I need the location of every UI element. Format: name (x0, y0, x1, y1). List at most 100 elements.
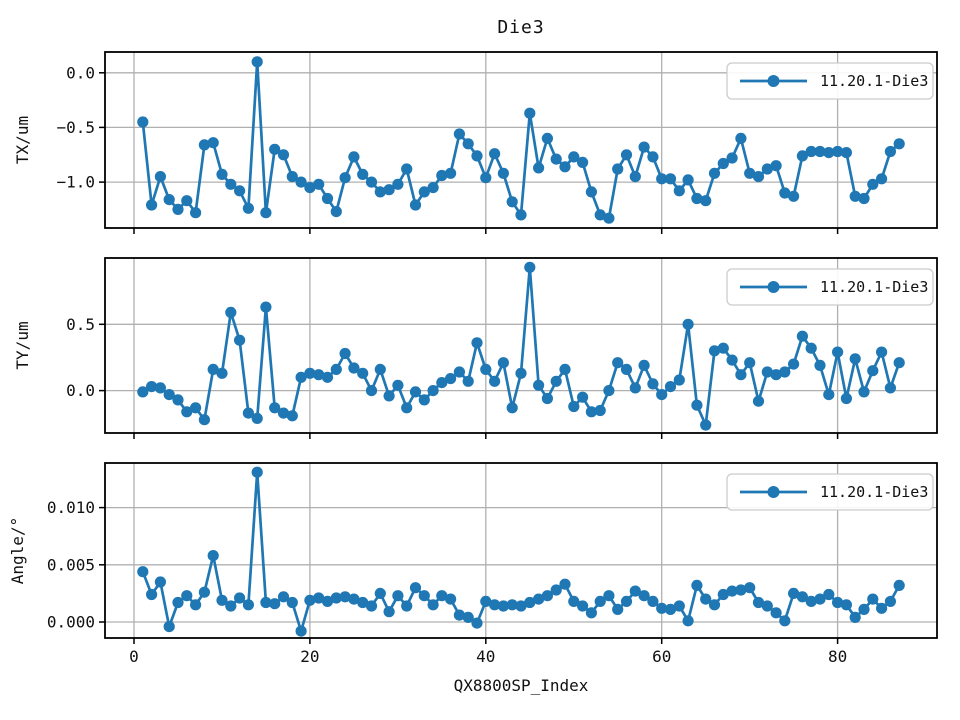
data-point (216, 168, 228, 180)
data-point (788, 190, 800, 202)
data-point (735, 369, 747, 381)
data-point (277, 149, 290, 161)
data-point (445, 167, 457, 179)
data-point (726, 354, 738, 366)
data-point (313, 369, 325, 381)
data-point (647, 378, 659, 390)
data-point (594, 595, 606, 608)
tx-y-axis-label: TX/um (13, 116, 32, 164)
data-point (260, 207, 272, 219)
data-point (577, 600, 589, 612)
y-tick-label: 0.5 (66, 315, 95, 334)
data-point (585, 406, 598, 418)
ty-axes: 0.5 0.0 (66, 257, 938, 439)
data-point (849, 611, 861, 624)
data-point (761, 163, 773, 175)
y-tick-label: 0.005 (47, 555, 95, 574)
data-point (682, 174, 694, 186)
data-point (260, 301, 272, 313)
x-tick-label: 20 (300, 647, 319, 666)
data-point (796, 150, 809, 162)
data-point (761, 366, 773, 378)
data-point (313, 592, 325, 604)
data-point (453, 609, 465, 621)
y-tick-label: −1.0 (56, 173, 95, 192)
data-point (216, 367, 228, 379)
data-point (506, 402, 518, 414)
data-point (664, 173, 677, 185)
data-point (867, 178, 879, 190)
data-point (339, 347, 351, 360)
data-point (788, 587, 800, 600)
data-point (348, 362, 360, 374)
data-point (339, 591, 351, 603)
data-point (163, 621, 175, 633)
data-point (673, 600, 685, 612)
x-tick-label: 0 (129, 647, 139, 666)
data-point (638, 590, 650, 602)
data-point (383, 606, 395, 618)
data-point (453, 366, 465, 378)
ty-grid (105, 258, 937, 433)
data-point (779, 187, 791, 199)
data-point (717, 342, 729, 354)
data-point (744, 582, 756, 594)
data-point (321, 595, 334, 608)
data-point (533, 593, 545, 605)
data-point (330, 592, 342, 604)
y-tick-label: 0.000 (47, 613, 95, 632)
data-point (770, 607, 782, 619)
data-point (840, 599, 853, 611)
data-point (708, 167, 721, 179)
data-point (207, 550, 219, 562)
data-point (146, 199, 158, 211)
data-point (893, 357, 905, 369)
subplot-tx: 0.0 −0.5 −1.0 11.20.1-Die3 TX/um (13, 51, 938, 234)
data-point (629, 171, 641, 183)
data-point (884, 145, 897, 158)
data-point (321, 192, 334, 205)
data-point (163, 194, 175, 206)
data-point (858, 386, 870, 398)
data-point (190, 599, 202, 611)
data-point (146, 381, 158, 393)
data-point (568, 595, 580, 608)
data-point (198, 139, 210, 151)
data-point (858, 603, 870, 616)
data-point (409, 582, 422, 594)
data-point (744, 357, 756, 369)
data-point (647, 595, 659, 608)
x-tick-label: 60 (652, 647, 671, 666)
data-point (524, 261, 536, 273)
data-point (295, 176, 307, 188)
data-point (726, 152, 738, 164)
data-point (735, 584, 747, 596)
data-point (401, 163, 413, 175)
data-point (708, 345, 721, 357)
data-point (401, 600, 413, 612)
x-tick-label: 80 (828, 647, 847, 666)
data-point (550, 584, 562, 596)
data-point (365, 385, 378, 397)
data-point (436, 169, 448, 182)
data-point (533, 379, 545, 391)
data-point (788, 358, 800, 370)
data-point (577, 156, 589, 168)
data-point (682, 615, 694, 627)
data-point (814, 359, 826, 371)
data-point (682, 318, 694, 330)
data-point (295, 625, 307, 637)
tx-series (137, 56, 905, 224)
data-point (647, 151, 659, 163)
legend-frame (726, 62, 934, 100)
data-point (506, 196, 518, 208)
data-point (603, 212, 615, 224)
data-point (620, 595, 633, 608)
data-point (225, 306, 237, 318)
data-point (612, 163, 624, 175)
data-point (225, 600, 237, 612)
data-point (849, 190, 861, 202)
data-point (401, 402, 413, 414)
data-point (392, 178, 404, 190)
data-point (673, 374, 685, 386)
